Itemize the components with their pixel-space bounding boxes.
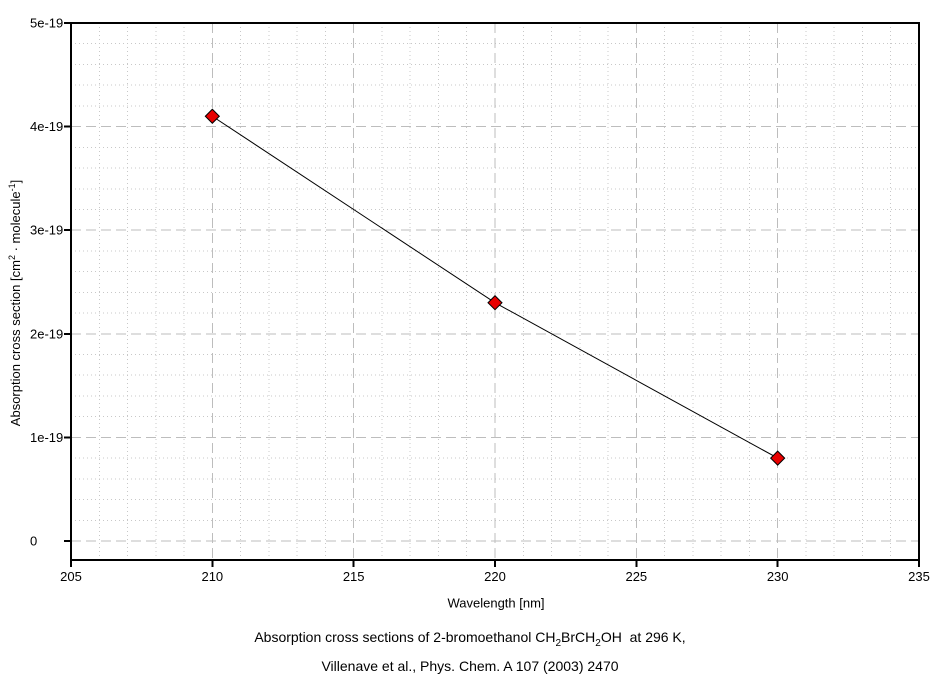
x-tick-label: 215	[343, 569, 365, 584]
x-tick-label: 210	[201, 569, 223, 584]
y-axis-title-text: · molecule	[8, 191, 24, 256]
data-point-marker	[487, 295, 503, 311]
y-tick-label: 4e-19	[30, 119, 63, 134]
caption-line-1: Absorption cross sections of 2-bromoetha…	[0, 626, 940, 655]
x-axis-title: Wavelength [nm]	[447, 595, 545, 611]
data-point-marker	[769, 450, 786, 466]
data-point-marker	[204, 108, 221, 124]
caption-line-2: Villenave et al., Phys. Chem. A 107 (200…	[321, 657, 619, 674]
y-axis-title: Absorption cross section [cm2 · molecule…	[7, 180, 23, 426]
caption-text: OH at 296 K,	[600, 629, 686, 645]
y-tick-label: 3e-19	[30, 223, 63, 238]
caption-subscript: 2	[595, 637, 601, 649]
caption-text: Absorption cross sections of 2-bromoetha…	[254, 629, 556, 645]
y-tick-label: 1e-19	[30, 430, 63, 445]
x-tick-label: 205	[60, 569, 82, 584]
caption-subscript: 2	[555, 637, 562, 649]
y-tick-label: 2e-19	[30, 326, 63, 341]
y-tick-label: 5e-19	[30, 16, 63, 31]
y-tick-label: 0	[30, 534, 37, 549]
x-tick-label: 230	[767, 569, 789, 584]
y-axis-title-superscript: 2	[6, 255, 17, 261]
x-tick-label: 220	[484, 569, 506, 584]
x-tick-label: 235	[908, 569, 930, 584]
y-axis-title-superscript: -1	[6, 183, 17, 192]
caption: Absorption cross sections of 2-bromoetha…	[0, 626, 940, 675]
y-axis-title-text: Absorption cross section [cm	[8, 260, 24, 427]
y-axis-title-text: ]	[8, 179, 24, 184]
chart-canvas: 205 210 215 220 225 230 235 0 1e-19 2e-19 3e-19 4e-…	[30, 16, 930, 585]
x-tick-label: 225	[625, 569, 647, 584]
caption-text: BrCH	[561, 629, 596, 645]
